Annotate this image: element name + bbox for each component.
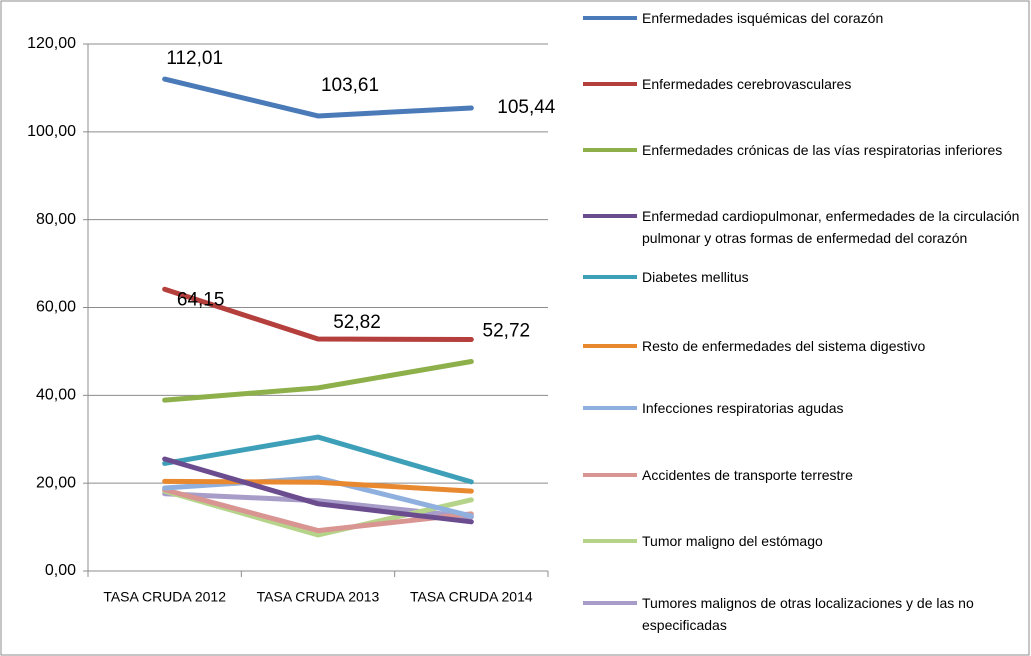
series-line	[162, 487, 474, 534]
y-tick-label: 80,00	[36, 211, 76, 228]
legend-label: Tumor maligno del estómago	[642, 533, 823, 549]
y-tick-label: 60,00	[36, 299, 76, 316]
series-line	[162, 456, 474, 525]
series-line	[162, 475, 474, 519]
series-line	[162, 434, 474, 485]
legend-swatch	[583, 82, 637, 86]
data-label: 52,72	[483, 320, 531, 341]
legend-swatch	[583, 275, 637, 279]
legend-label: Enfermedad cardiopulmonar, enfermedades …	[642, 208, 1020, 246]
legend-label: Diabetes mellitus	[642, 269, 749, 285]
legend-label: Enfermedades cerebrovasculares	[642, 76, 852, 92]
legend-swatch	[583, 601, 637, 605]
data-label: 112,01	[166, 48, 223, 69]
legend-label: Enfermedades crónicas de las vías respir…	[642, 142, 1003, 158]
legend-swatch	[583, 214, 637, 218]
legend-swatch	[583, 539, 637, 543]
legend-swatch	[583, 473, 637, 477]
legend-label: Enfermedades isquémicas del corazón	[642, 10, 884, 26]
data-label: 105,44	[497, 97, 556, 118]
x-tick-label: TASA CRUDA 2014	[410, 589, 533, 605]
series-line	[162, 359, 474, 403]
x-tick-label: TASA CRUDA 2012	[103, 589, 226, 605]
series-line	[162, 76, 474, 119]
data-label: 64,15	[177, 289, 225, 310]
y-tick-label: 20,00	[36, 474, 76, 491]
legend-swatch	[583, 148, 637, 152]
legend-swatch	[583, 406, 637, 410]
legend-swatch	[583, 344, 637, 348]
y-tick-label: 0,00	[45, 562, 76, 579]
legend-swatch	[583, 16, 637, 20]
legend-label: Tumores malignos de otras localizaciones…	[642, 595, 974, 633]
legend-label: Infecciones respiratorias agudas	[642, 400, 844, 416]
y-tick-label: 100,00	[27, 123, 76, 140]
legend-label: Accidentes de transporte terrestre	[642, 467, 853, 483]
series-line	[162, 286, 474, 342]
legend-label: Resto de enfermedades del sistema digest…	[642, 338, 926, 354]
x-tick-label: TASA CRUDA 2013	[257, 589, 380, 605]
data-label: 103,61	[321, 75, 379, 96]
y-tick-label: 40,00	[36, 387, 76, 404]
series-line	[162, 478, 474, 494]
y-tick-label: 120,00	[27, 35, 76, 52]
data-label: 52,82	[333, 312, 381, 333]
